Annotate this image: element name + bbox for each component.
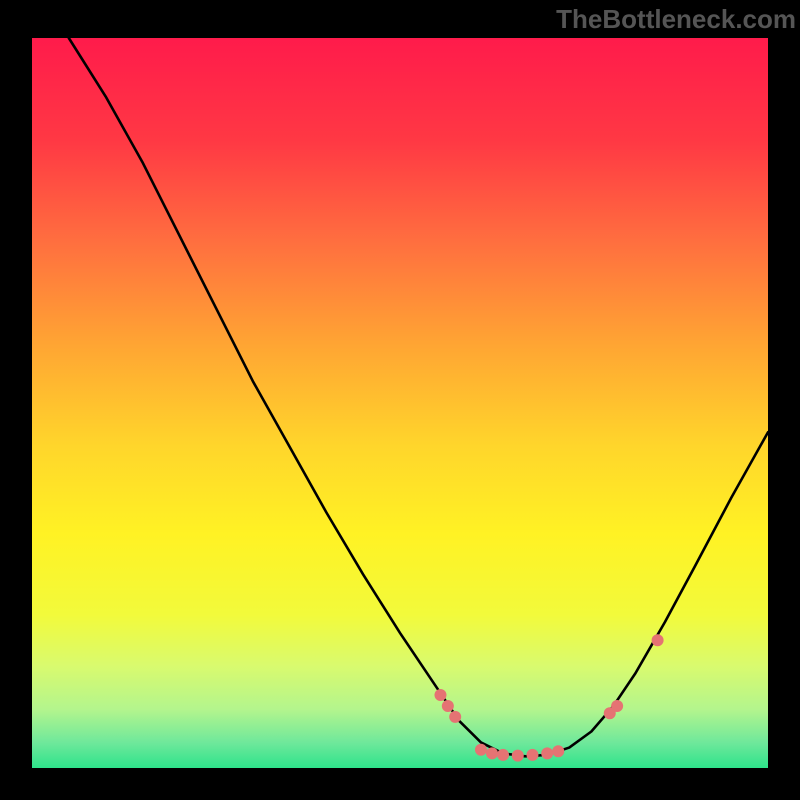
data-marker <box>512 750 524 762</box>
data-marker <box>442 700 454 712</box>
gradient-background <box>32 38 768 768</box>
data-marker <box>475 744 487 756</box>
data-marker <box>434 689 446 701</box>
data-marker <box>611 700 623 712</box>
data-marker <box>652 634 664 646</box>
chart-svg: TheBottleneck.com <box>0 0 800 800</box>
data-marker <box>486 747 498 759</box>
chart-container: TheBottleneck.com <box>0 0 800 800</box>
plot-area <box>32 38 768 768</box>
watermark-text: TheBottleneck.com <box>556 4 796 34</box>
data-marker <box>526 749 538 761</box>
data-marker <box>497 749 509 761</box>
data-marker <box>449 711 461 723</box>
data-marker <box>552 745 564 757</box>
data-marker <box>541 747 553 759</box>
